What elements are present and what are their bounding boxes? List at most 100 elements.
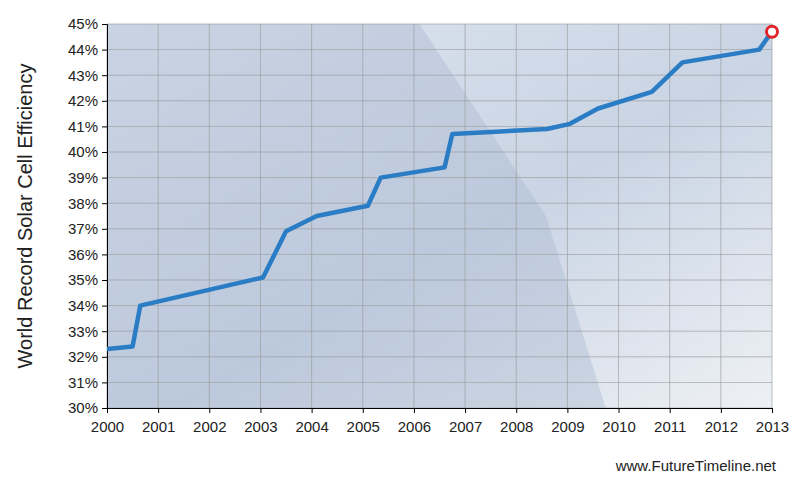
y-tick: 41% — [68, 118, 107, 135]
y-tick: 36% — [68, 246, 107, 263]
y-tick: 37% — [68, 220, 107, 237]
grid-line — [158, 24, 159, 408]
y-tick-label: 37% — [68, 220, 98, 237]
y-tick: 31% — [68, 374, 107, 391]
x-tick-mark — [260, 408, 261, 413]
x-tick-mark — [414, 408, 415, 413]
x-tick-label: 2000 — [91, 418, 124, 435]
y-tick-label: 36% — [68, 246, 98, 263]
x-tick: 2001 — [142, 408, 175, 435]
grid-line — [107, 49, 772, 50]
x-tick-mark — [465, 408, 466, 413]
y-tick-mark — [102, 254, 107, 255]
x-tick: 2002 — [193, 408, 226, 435]
x-tick-label: 2011 — [654, 418, 686, 435]
grid-line — [720, 24, 721, 408]
y-tick-mark — [102, 306, 107, 307]
series-line — [107, 32, 772, 349]
grid-line — [107, 228, 772, 229]
y-axis: 30% 31% 32% 33% 34% 35% 36% 37% 38% 39% 40% 41% 42% 4… — [68, 15, 108, 416]
y-tick-mark — [102, 24, 107, 25]
grid-line — [362, 24, 363, 408]
x-tick-label: 2002 — [193, 418, 226, 435]
grid-line — [107, 126, 772, 127]
x-tick-mark — [619, 408, 620, 413]
x-tick-label: 2003 — [244, 418, 277, 435]
grid-line — [209, 24, 210, 408]
x-tick-mark — [312, 408, 313, 413]
grid-line — [107, 24, 772, 25]
y-tick-mark — [102, 178, 107, 179]
x-tick: 2004 — [295, 408, 328, 435]
y-tick: 33% — [68, 323, 107, 340]
x-tick-mark — [516, 408, 517, 413]
x-tick-mark — [772, 408, 773, 413]
y-axis-line — [102, 25, 108, 409]
x-tick-mark — [670, 408, 671, 413]
y-tick-mark — [102, 280, 107, 281]
y-tick-mark — [102, 50, 107, 51]
grid-line — [516, 24, 517, 408]
y-tick: 39% — [68, 169, 107, 186]
x-tick: 2009 — [551, 408, 584, 435]
x-tick: 2006 — [398, 408, 431, 435]
y-tick-mark — [102, 126, 107, 127]
grid-line — [567, 24, 568, 408]
grid-line — [107, 177, 772, 178]
x-tick-mark — [158, 408, 159, 413]
y-tick-label: 32% — [68, 348, 98, 365]
grid-line — [669, 24, 670, 408]
x-tick-label: 2012 — [705, 418, 738, 435]
x-axis: 2000 2001 2002 2003 2004 2005 2006 2007 2008 2009… — [91, 408, 789, 435]
grid-line — [107, 356, 772, 357]
y-tick-mark — [102, 229, 107, 230]
x-tick-label: 2005 — [347, 418, 380, 435]
x-tick: 2000 — [91, 408, 124, 435]
x-tick-mark — [363, 408, 364, 413]
y-tick-label: 40% — [68, 143, 98, 160]
y-tick: 45% — [68, 15, 107, 32]
x-tick: 2005 — [347, 408, 380, 435]
x-axis-line — [108, 409, 773, 414]
y-tick-label: 33% — [68, 323, 98, 340]
y-tick-label: 30% — [68, 399, 98, 416]
y-tick-label: 31% — [68, 374, 98, 391]
source-annotation: www.FutureTimeline.net — [615, 457, 777, 474]
y-tick-mark — [102, 101, 107, 102]
x-tick-label: 2004 — [295, 418, 328, 435]
y-tick: 43% — [68, 67, 107, 84]
x-tick-label: 2001 — [142, 418, 175, 435]
x-tick-mark — [721, 408, 722, 413]
plot-background — [107, 24, 772, 408]
y-tick: 34% — [68, 297, 107, 314]
y-tick-label: 34% — [68, 297, 98, 314]
x-tick: 2007 — [449, 408, 482, 435]
x-tick-label: 2008 — [500, 418, 533, 435]
grid-line — [107, 331, 772, 332]
y-tick-label: 43% — [68, 67, 98, 84]
x-tick: 2013 — [756, 408, 789, 435]
x-tick: 2003 — [244, 408, 277, 435]
x-tick-label: 2013 — [756, 418, 789, 435]
x-tick-label: 2009 — [551, 418, 584, 435]
grid-line — [107, 152, 772, 153]
y-tick-mark — [102, 408, 107, 409]
x-tick: 2012 — [705, 408, 738, 435]
y-tick: 35% — [68, 271, 107, 288]
y-tick-label: 39% — [68, 169, 98, 186]
panel-decoration — [107, 24, 606, 408]
grid-line — [107, 280, 772, 281]
x-tick-mark — [107, 408, 108, 413]
y-tick-label: 35% — [68, 271, 98, 288]
y-tick: 42% — [68, 92, 107, 109]
x-tick-label: 2010 — [602, 418, 635, 435]
y-tick-label: 38% — [68, 195, 98, 212]
grid-line — [107, 382, 772, 383]
y-tick-label: 44% — [68, 41, 98, 58]
grid — [107, 24, 772, 408]
y-tick-label: 42% — [68, 92, 98, 109]
y-tick: 38% — [68, 195, 107, 212]
x-tick-label: 2006 — [398, 418, 431, 435]
y-tick-mark — [102, 331, 107, 332]
grid-line — [618, 24, 619, 408]
